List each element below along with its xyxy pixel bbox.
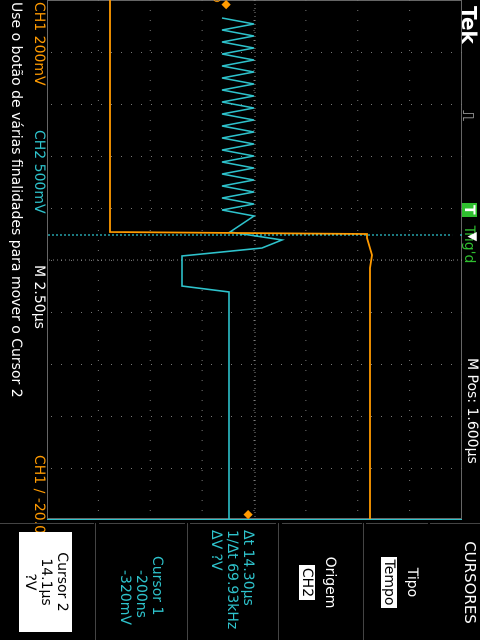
trigger-level-marker: ◆: [242, 510, 256, 520]
waveform-graticule: ⊕: [47, 0, 462, 520]
trigger-marker: [450, 231, 459, 239]
inverse-delta-t: 1/Δt 69.93kHz: [224, 530, 240, 630]
ch2-waveform: [181, 17, 286, 520]
cursor2-box: Cursor 2 14.1µs ?V: [19, 532, 72, 632]
ch1-level-marker: ◆: [220, 0, 234, 10]
menu-origem-button[interactable]: Origem CH2: [282, 523, 362, 640]
cursor2-value: ?V: [22, 573, 38, 591]
menu-cursor1-button[interactable]: Cursor 1 -200ns -320mV: [99, 523, 185, 640]
horizontal-position: M Pos: 1.600µs: [464, 358, 480, 464]
trigger-badge: T: [461, 203, 477, 217]
timebase-scale: M 2.50µs: [31, 265, 47, 329]
ch1-ground-marker: ⊕: [212, 0, 222, 5]
tipo-label: Tipo: [404, 567, 420, 598]
cursor1-time: -200ns: [133, 570, 149, 618]
ch1-scale: CH1 200mV: [31, 2, 47, 86]
menu-title: CURSORES: [461, 541, 479, 624]
menu-tipo-button[interactable]: Tipo Tempo: [366, 523, 428, 640]
status-message: Use o botão de várias finalidades para m…: [8, 2, 24, 398]
cursor2-time: 14.1µs: [38, 558, 54, 606]
cursor1-title: Cursor 1: [149, 556, 165, 616]
trigger-position-arrow: ▼: [466, 232, 480, 242]
ch2-scale: CH2 500mV: [31, 130, 47, 214]
ch1-waveform: [109, 0, 373, 520]
cursor1-value: -320mV: [117, 570, 133, 625]
delta-v: ΔV ?V: [208, 530, 224, 571]
menu-title-box: CURSORES: [430, 523, 480, 640]
graticule-grid: [51, 0, 462, 511]
origem-label: Origem: [322, 556, 338, 609]
menu-delta-readout: Δt 14.30µs 1/Δt 69.93kHz ΔV ?V: [190, 523, 276, 640]
delta-t: Δt 14.30µs: [240, 530, 256, 606]
menu-cursor2-button[interactable]: Cursor 2 14.1µs ?V: [0, 523, 94, 640]
tipo-value: Tempo: [381, 556, 397, 609]
cursor2-title: Cursor 2: [54, 552, 70, 612]
origem-value: CH2: [299, 564, 315, 601]
